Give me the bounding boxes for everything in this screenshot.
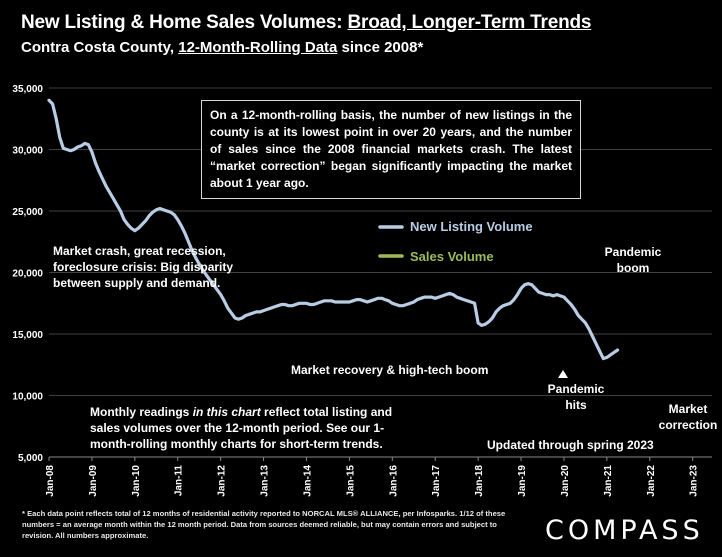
- y-tick-label: 30,000: [12, 146, 43, 157]
- subtitle-part1: Contra Costa County,: [21, 39, 179, 56]
- annotation-pandemic-hits: Pandemic hits: [547, 382, 605, 412]
- annotation-updated: Updated through spring 2023: [487, 438, 654, 452]
- x-tick-label: Jan-12: [217, 465, 228, 497]
- chart-title: New Listing & Home Sales Volumes: Broad,…: [21, 12, 591, 34]
- x-tick-label: Jan-14: [302, 465, 313, 497]
- x-tick-label: Jan-23: [689, 465, 700, 497]
- y-tick-label: 25,000: [12, 207, 43, 218]
- y-tick-label: 10,000: [12, 392, 43, 403]
- footnote: * Each data point reflects total of 12 m…: [22, 509, 506, 540]
- x-tick-label: Jan-15: [345, 465, 356, 497]
- x-tick-label: Jan-09: [88, 465, 99, 497]
- x-tick-label: Jan-16: [388, 465, 399, 497]
- summary-annotation-box: On a 12-month-rolling basis, the number …: [201, 100, 581, 199]
- annotation-recovery: Market recovery & high-tech boom: [291, 363, 489, 377]
- y-tick-label: 5,000: [18, 453, 43, 464]
- series-lines: [47, 98, 620, 361]
- x-tick-label: Jan-19: [517, 465, 528, 497]
- annotation-monthly: Monthly readings in this chart reflect t…: [90, 405, 393, 451]
- italic-emphasis: in this chart: [192, 405, 261, 419]
- x-tick-label: Jan-13: [260, 465, 271, 497]
- subtitle-part2: 12-Month-Rolling Data: [178, 39, 338, 56]
- pandemic-arrow-icon: [558, 370, 568, 378]
- y-tick-label: 15,000: [12, 330, 43, 341]
- x-tick-label: Jan-11: [174, 465, 185, 497]
- x-tick-label: Jan-17: [431, 465, 442, 497]
- legend-swatches: [378, 225, 404, 258]
- x-tick-label: Jan-20: [560, 465, 571, 497]
- annotation-crash: Market crash, great recession, foreclosu…: [53, 244, 234, 290]
- x-tick-label: Jan-21: [603, 465, 614, 497]
- legend-label-sales: Sales Volume: [410, 249, 494, 264]
- x-tick-label: Jan-10: [131, 465, 142, 497]
- annotation-pandemic-boom: Pandemic boom: [604, 245, 662, 275]
- legend-label-new-listing: New Listing Volume: [410, 219, 533, 234]
- series-line-new-listing: [47, 98, 620, 361]
- x-tick-label: Jan-18: [474, 465, 485, 497]
- x-tick-label: Jan-08: [45, 465, 56, 497]
- subtitle-part3: since 2008*: [337, 39, 424, 56]
- y-tick-label: 20,000: [12, 269, 43, 280]
- title-part2: Broad, Longer-Term Trends: [347, 12, 592, 33]
- compass-logo: COMPASS: [545, 515, 704, 546]
- chart-subtitle: Contra Costa County, 12-Month-Rolling Da…: [21, 39, 423, 56]
- x-axis-tick-labels: Jan-08 Jan-09 Jan-10 Jan-11 Jan-12 Jan-13 Jan-…: [45, 457, 700, 497]
- annotation-correction: Market correction: [658, 402, 718, 432]
- x-tick-label: Jan-22: [646, 465, 657, 497]
- title-part1: New Listing & Home Sales Volumes:: [21, 12, 348, 33]
- y-tick-label: 35,000: [12, 84, 43, 95]
- y-axis-tick-labels: 5,000 10,000 15,000 20,000 25,000 30,000 35,00…: [12, 84, 43, 464]
